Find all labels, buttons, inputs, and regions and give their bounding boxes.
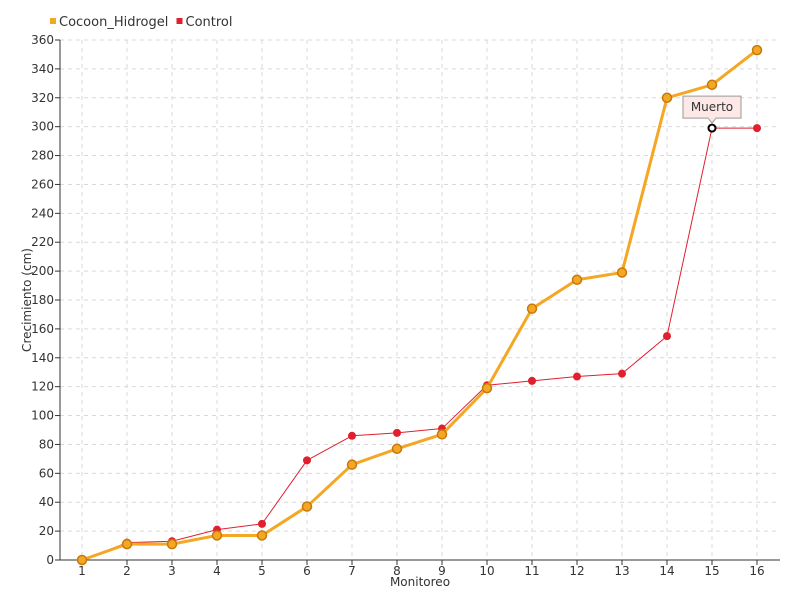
legend: Cocoon_Hidrogel Control bbox=[50, 15, 233, 30]
grid-lines bbox=[60, 39, 780, 560]
x-tick-label: 10 bbox=[479, 564, 494, 578]
series-line bbox=[81, 127, 757, 561]
legend-label: Cocoon_Hidrogel bbox=[59, 15, 168, 30]
data-point bbox=[393, 428, 401, 437]
x-tick-label: 8 bbox=[393, 564, 401, 578]
annotation-marker bbox=[707, 123, 717, 133]
data-point bbox=[528, 376, 536, 385]
annotation-label: Muerto bbox=[691, 100, 733, 114]
y-tick-label: 20 bbox=[39, 524, 54, 538]
x-tick-label: 1 bbox=[78, 564, 86, 578]
x-tick-label: 11 bbox=[524, 564, 539, 578]
data-point bbox=[753, 124, 761, 133]
y-tick-label: 360 bbox=[31, 33, 54, 47]
y-tick-label: 100 bbox=[31, 409, 54, 423]
y-tick-label: 0 bbox=[46, 553, 54, 567]
y-tick-label: 320 bbox=[31, 91, 54, 105]
data-point bbox=[121, 538, 133, 550]
x-tick-label: 12 bbox=[569, 564, 584, 578]
x-tick-label: 16 bbox=[749, 564, 764, 578]
data-point bbox=[706, 79, 718, 91]
y-tick-label: 220 bbox=[31, 235, 54, 249]
series-cocoon_hidrogel bbox=[76, 44, 763, 566]
data-point bbox=[391, 443, 403, 455]
data-point bbox=[348, 431, 356, 440]
x-tick-label: 14 bbox=[659, 564, 674, 578]
annotation-layer: Muerto bbox=[682, 95, 742, 133]
y-tick-label: 240 bbox=[31, 206, 54, 220]
series-layer bbox=[76, 44, 763, 566]
data-point bbox=[303, 456, 311, 465]
data-point bbox=[573, 372, 581, 381]
y-tick-label: 260 bbox=[31, 177, 54, 191]
data-point bbox=[166, 538, 178, 550]
series-line bbox=[81, 48, 758, 562]
data-point bbox=[751, 44, 763, 56]
y-tick-label: 120 bbox=[31, 380, 54, 394]
x-tick-label: 6 bbox=[303, 564, 311, 578]
data-point bbox=[616, 267, 628, 278]
data-point bbox=[571, 274, 583, 286]
series-control bbox=[78, 124, 761, 564]
x-tick-label: 2 bbox=[123, 564, 131, 578]
x-tick-label: 5 bbox=[258, 564, 266, 578]
data-point bbox=[526, 303, 538, 314]
legend-swatch bbox=[176, 18, 183, 24]
y-tick-label: 280 bbox=[31, 149, 54, 163]
x-tick-label: 7 bbox=[348, 564, 356, 578]
data-point bbox=[661, 92, 673, 104]
axes: 0 20 40 60 80 100 120 140 160 180 200 220 240 260 280 3… bbox=[31, 33, 780, 578]
legend-swatch bbox=[50, 18, 56, 24]
x-tick-label: 15 bbox=[704, 564, 719, 578]
y-tick-label: 160 bbox=[31, 322, 54, 336]
data-point bbox=[663, 332, 671, 341]
y-tick-label: 180 bbox=[31, 293, 54, 307]
x-tick-label: 3 bbox=[168, 564, 176, 578]
y-tick-label: 40 bbox=[39, 495, 54, 509]
y-tick-label: 340 bbox=[31, 62, 54, 76]
y-tick-label: 60 bbox=[39, 466, 54, 480]
data-point bbox=[436, 429, 448, 440]
data-point bbox=[258, 519, 266, 528]
data-point bbox=[211, 530, 223, 541]
x-tick-label: 13 bbox=[614, 564, 629, 578]
x-axis-title: Monitoreo bbox=[390, 575, 450, 589]
x-tick-label: 4 bbox=[213, 564, 221, 578]
y-tick-label: 80 bbox=[39, 437, 54, 451]
y-tick-label: 200 bbox=[31, 264, 54, 278]
legend-label: Control bbox=[186, 15, 233, 30]
data-point bbox=[76, 554, 88, 566]
data-point bbox=[346, 459, 358, 470]
data-point bbox=[301, 501, 313, 512]
data-point bbox=[256, 530, 268, 541]
y-tick-label: 300 bbox=[31, 120, 54, 134]
y-tick-label: 140 bbox=[31, 351, 54, 365]
data-point bbox=[481, 382, 493, 394]
y-axis-title: Crecimiento (cm) bbox=[20, 248, 34, 352]
x-tick-label: 9 bbox=[438, 564, 446, 578]
data-point bbox=[618, 369, 626, 378]
